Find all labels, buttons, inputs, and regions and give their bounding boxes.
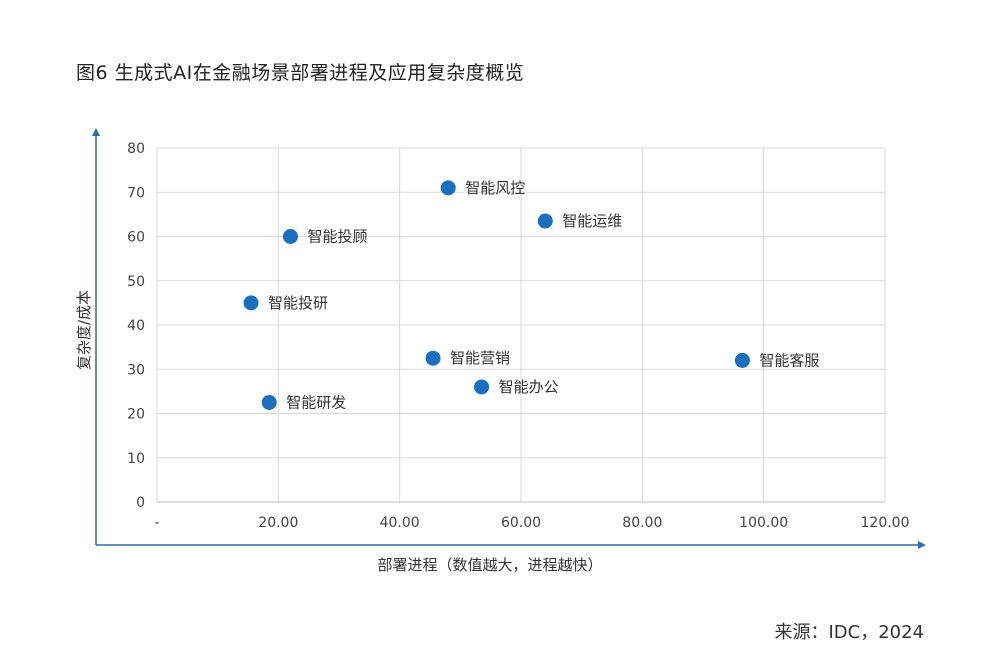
- figure-title: 图6 生成式AI在金融场景部署进程及应用复杂度概览: [76, 62, 525, 84]
- x-tick-label: 60.00: [501, 515, 541, 531]
- y-tick-label: 50: [127, 274, 145, 290]
- y-tick-label: 70: [127, 185, 145, 201]
- x-tick-label: 40.00: [380, 515, 420, 531]
- x-tick-label: -: [154, 515, 159, 531]
- source-note: 来源：IDC，2024: [774, 622, 924, 643]
- y-tick-label: 10: [127, 451, 145, 467]
- data-point: [282, 229, 298, 244]
- data-point-label: 智能风控: [465, 179, 525, 197]
- data-point: [243, 295, 259, 311]
- data-point: [440, 180, 456, 196]
- data-point-label: 智能投研: [268, 294, 328, 312]
- axes: [92, 128, 926, 549]
- x-tick-label: 100.00: [739, 515, 788, 531]
- data-point: [474, 379, 490, 395]
- x-tick-label: 80.00: [622, 515, 662, 531]
- x-tick-label: 120.00: [861, 515, 910, 531]
- x-axis-title: 部署进程（数值越大，进程越快）: [377, 556, 602, 574]
- x-tick-label: 20.00: [258, 515, 298, 531]
- data-point: [425, 350, 441, 366]
- y-tick-label: 40: [127, 318, 145, 334]
- grid-lines: [156, 147, 886, 503]
- y-tick-label: 60: [127, 230, 145, 246]
- data-point: [734, 352, 750, 368]
- y-tick-label: 80: [127, 141, 145, 157]
- data-point-label: 智能投顾: [307, 228, 367, 246]
- y-axis-title: 复杂度/成本: [75, 290, 93, 370]
- y-tick-label: 20: [127, 407, 145, 423]
- data-point-label: 智能客服: [759, 351, 819, 369]
- y-tick-label: 0: [136, 495, 145, 511]
- data-point-label: 智能营销: [450, 349, 510, 367]
- data-point: [537, 213, 553, 229]
- data-point: [261, 394, 277, 410]
- y-tick-label: 30: [127, 362, 145, 378]
- data-point-label: 智能运维: [562, 212, 622, 230]
- tick-labels: 0 10 20 30 40 50 60 70 80 - 20.00 40.00 60.00 80.00 10…: [127, 141, 909, 531]
- data-point-label: 智能研发: [286, 393, 346, 411]
- data-point-label: 智能办公: [499, 378, 559, 396]
